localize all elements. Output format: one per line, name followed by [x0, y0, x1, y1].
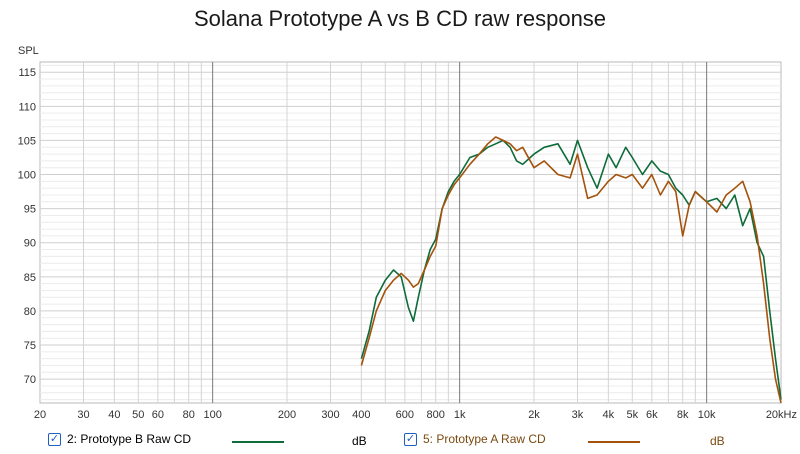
legend-unit-1: dB: [352, 434, 367, 448]
y-axis: 70 75 80 85 90 95 100 105 110 115: [18, 67, 36, 386]
x-tick-label: 3k: [572, 409, 584, 421]
x-tick-label: 600: [396, 409, 414, 421]
y-axis-label: SPL: [18, 45, 39, 57]
legend-swatch-2: [588, 441, 640, 443]
series-lines: [360, 136, 782, 404]
x-tick-label: 60: [152, 409, 164, 421]
x-tick-label: 10k: [698, 409, 716, 421]
y-tick-label: 100: [18, 170, 36, 182]
x-tick-label: 400: [352, 409, 370, 421]
legend-item-1[interactable]: ✓ 2: Prototype B Raw CD: [48, 432, 191, 446]
x-tick-label: 300: [321, 409, 339, 421]
y-tick-label: 85: [24, 272, 36, 284]
plot-area: [39, 61, 782, 404]
x-tick-label: 2k: [528, 409, 540, 421]
x-tick-label: 4k: [603, 409, 615, 421]
series-line-1: [360, 139, 782, 400]
y-tick-label: 90: [24, 238, 36, 250]
x-axis: 20 30 40 50 60 80 100 200 300 400 600 800 1k 2k 3k 4k 5k…: [34, 409, 797, 421]
x-tick-label: 20: [34, 409, 46, 421]
chart-title: Solana Prototype A vs B CD raw response: [193, 6, 607, 31]
legend-checkbox-1[interactable]: ✓: [48, 432, 61, 446]
x-tick-label: 20kHz: [766, 409, 797, 421]
x-tick-label: 80: [183, 409, 195, 421]
legend-checkbox-2[interactable]: ✓: [404, 432, 417, 446]
grid: [40, 62, 781, 403]
y-tick-label: 70: [24, 374, 36, 386]
y-tick-label: 95: [24, 204, 36, 216]
legend-swatch-1: [232, 441, 284, 443]
x-tick-label: 1k: [454, 409, 466, 421]
x-tick-label: 5k: [626, 409, 638, 421]
x-tick-label: 100: [203, 409, 221, 421]
x-tick-label: 40: [108, 409, 120, 421]
legend: ✓ 2: Prototype B Raw CD dB ✓ 5: Prototyp…: [0, 430, 800, 452]
series-line-2: [360, 136, 782, 404]
legend-item-2[interactable]: ✓ 5: Prototype A Raw CD: [404, 432, 546, 446]
legend-label-1: 2: Prototype B Raw CD: [67, 432, 192, 446]
x-tick-label: 800: [427, 409, 445, 421]
y-tick-label: 115: [18, 67, 36, 79]
x-tick-label: 50: [132, 409, 144, 421]
y-tick-label: 80: [24, 306, 36, 318]
y-tick-label: 75: [24, 340, 36, 352]
x-tick-label: 6k: [646, 409, 658, 421]
x-tick-label: 30: [77, 409, 89, 421]
legend-unit-2: dB: [710, 434, 725, 448]
x-tick-label: 8k: [677, 409, 689, 421]
y-tick-label: 110: [18, 101, 36, 113]
legend-label-2: 5: Prototype A Raw CD: [423, 432, 546, 446]
y-tick-label: 105: [18, 135, 36, 147]
x-tick-label: 200: [278, 409, 296, 421]
